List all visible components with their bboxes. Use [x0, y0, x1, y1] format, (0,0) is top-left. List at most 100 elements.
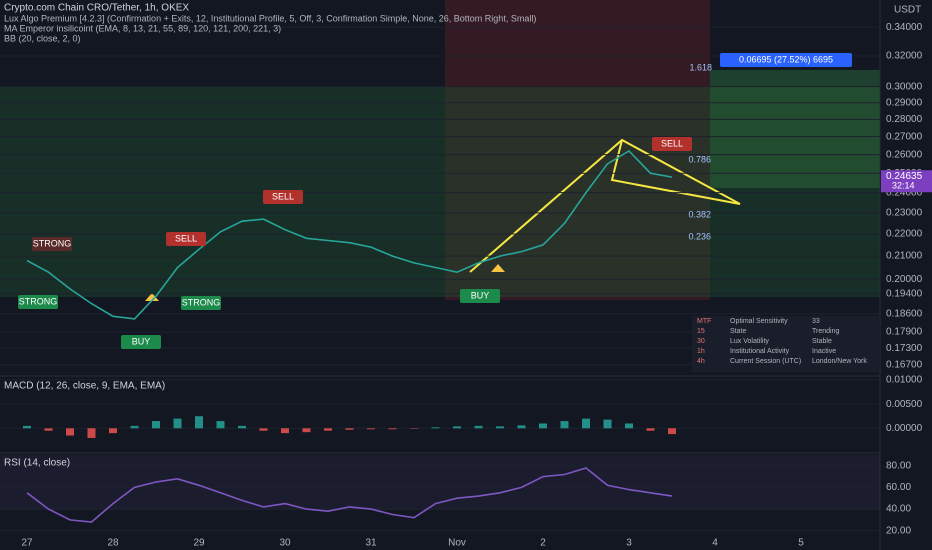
last-price: 0.24635 [886, 171, 923, 182]
last-price-box [881, 170, 932, 193]
fib-label: 0.786 [688, 154, 711, 164]
info-table [692, 316, 880, 372]
histogram-bar [44, 428, 53, 431]
table-cell: Trending [812, 328, 839, 335]
histogram-bar [603, 419, 612, 429]
y-tick-label: 0.22000 [886, 229, 923, 240]
y-tick-label: 0.18600 [886, 308, 923, 319]
pane-title: RSI (14, close) [4, 458, 70, 469]
histogram-bar [66, 428, 74, 436]
x-tick-label: 29 [193, 538, 205, 549]
signal-badge [263, 190, 303, 204]
table-cell: Inactive [812, 348, 836, 355]
x-tick-label: 27 [21, 538, 33, 549]
y-tick-label: 0.01000 [886, 375, 923, 386]
y-tick-label: 0.34000 [886, 22, 923, 33]
histogram-bar [324, 428, 332, 431]
table-cell: 33 [812, 318, 820, 325]
fib-label: 1.618 [689, 62, 712, 72]
signal-label: SELL [175, 233, 197, 243]
fib-label: 0.382 [688, 209, 711, 219]
y-tick-label: 0.17900 [886, 327, 923, 338]
y-tick-label: 0.24000 [886, 187, 923, 198]
histogram-bar [668, 428, 676, 435]
signal-badge [166, 232, 206, 246]
indicator-label: Lux Algo Premium [4.2.3] (Confirmation +… [4, 13, 536, 23]
signal-arrow [491, 264, 505, 272]
table-cell: Lux Volatility [730, 338, 769, 345]
y-tick-label: 0.16700 [886, 360, 923, 371]
signal-badge [181, 296, 221, 310]
x-tick-label: 2 [540, 538, 546, 549]
target-box [710, 70, 880, 188]
x-tick-label: 4 [712, 538, 718, 549]
histogram-bar [560, 421, 569, 429]
y-tick-label: 0.26000 [886, 149, 923, 160]
y-tick-label: 20.00 [886, 525, 911, 536]
y-tick-label: 0.32000 [886, 51, 923, 62]
histogram-bar [539, 423, 547, 429]
histogram-bar [195, 416, 203, 429]
histogram-bar [388, 428, 397, 430]
histogram-bar [238, 425, 246, 429]
signal-label: STRONG [19, 296, 58, 306]
x-tick-label: 30 [279, 538, 291, 549]
y-tick-label: 60.00 [886, 482, 911, 493]
histogram-bar [281, 428, 289, 434]
signal-badge [652, 137, 692, 151]
y-tick-label: 0.29000 [886, 97, 923, 108]
signal-label: SELL [272, 191, 294, 201]
y-tick-label: 0.21000 [886, 251, 923, 262]
histogram-bar [302, 428, 311, 433]
y-tick-label: 0.27000 [886, 131, 923, 142]
histogram-bar [259, 428, 268, 431]
table-cell: 15 [697, 328, 705, 335]
signal-label: STRONG [33, 238, 72, 248]
histogram-bar [410, 428, 418, 429]
table-cell: State [730, 328, 746, 335]
y-tick-label: 0.00000 [886, 423, 923, 434]
histogram-bar [23, 425, 31, 429]
histogram-bar [431, 427, 440, 429]
histogram-bar [152, 421, 160, 429]
histogram-bar [173, 418, 182, 429]
histogram-bar [345, 428, 354, 430]
signal-badge [121, 335, 161, 349]
y-tick-label: 0.23000 [886, 208, 923, 219]
signal-label: 0.06695 (27.52%) 6695 [739, 54, 833, 64]
histogram-bar [453, 426, 461, 429]
y-tick-label: 80.00 [886, 460, 911, 471]
fib-label: 0.236 [688, 231, 711, 241]
histogram-bar [582, 418, 590, 429]
countdown: 32:14 [892, 181, 915, 191]
unit-label: USDT [894, 5, 921, 16]
y-tick-label: 0.30000 [886, 81, 923, 92]
histogram-bar [130, 425, 139, 429]
histogram-bar [496, 426, 504, 429]
table-cell: 30 [697, 338, 705, 345]
x-tick-label: 31 [365, 538, 377, 549]
y-tick-label: 40.00 [886, 504, 911, 515]
histogram-bar [474, 425, 483, 429]
indicator-label: BB (20, close, 2, 0) [4, 33, 81, 43]
y-tick-label: 0.20000 [886, 274, 923, 285]
signal-badge [18, 295, 58, 309]
signal-label: BUY [132, 336, 151, 346]
histogram-bar [109, 428, 117, 434]
signal-badge [32, 237, 72, 251]
x-tick-label: 3 [626, 538, 632, 549]
signal-badge [720, 53, 852, 67]
table-cell: 4h [697, 358, 705, 365]
histogram-bar [646, 428, 655, 431]
x-tick-label: 5 [798, 538, 804, 549]
table-cell: Stable [812, 338, 832, 345]
histogram-bar [87, 428, 96, 438]
signal-label: BUY [471, 290, 490, 300]
price-line [26, 467, 673, 523]
signal-arrow [145, 293, 159, 301]
table-cell: Institutional Activity [730, 348, 790, 355]
histogram-bar [367, 428, 375, 430]
x-tick-label: Nov [448, 538, 466, 549]
